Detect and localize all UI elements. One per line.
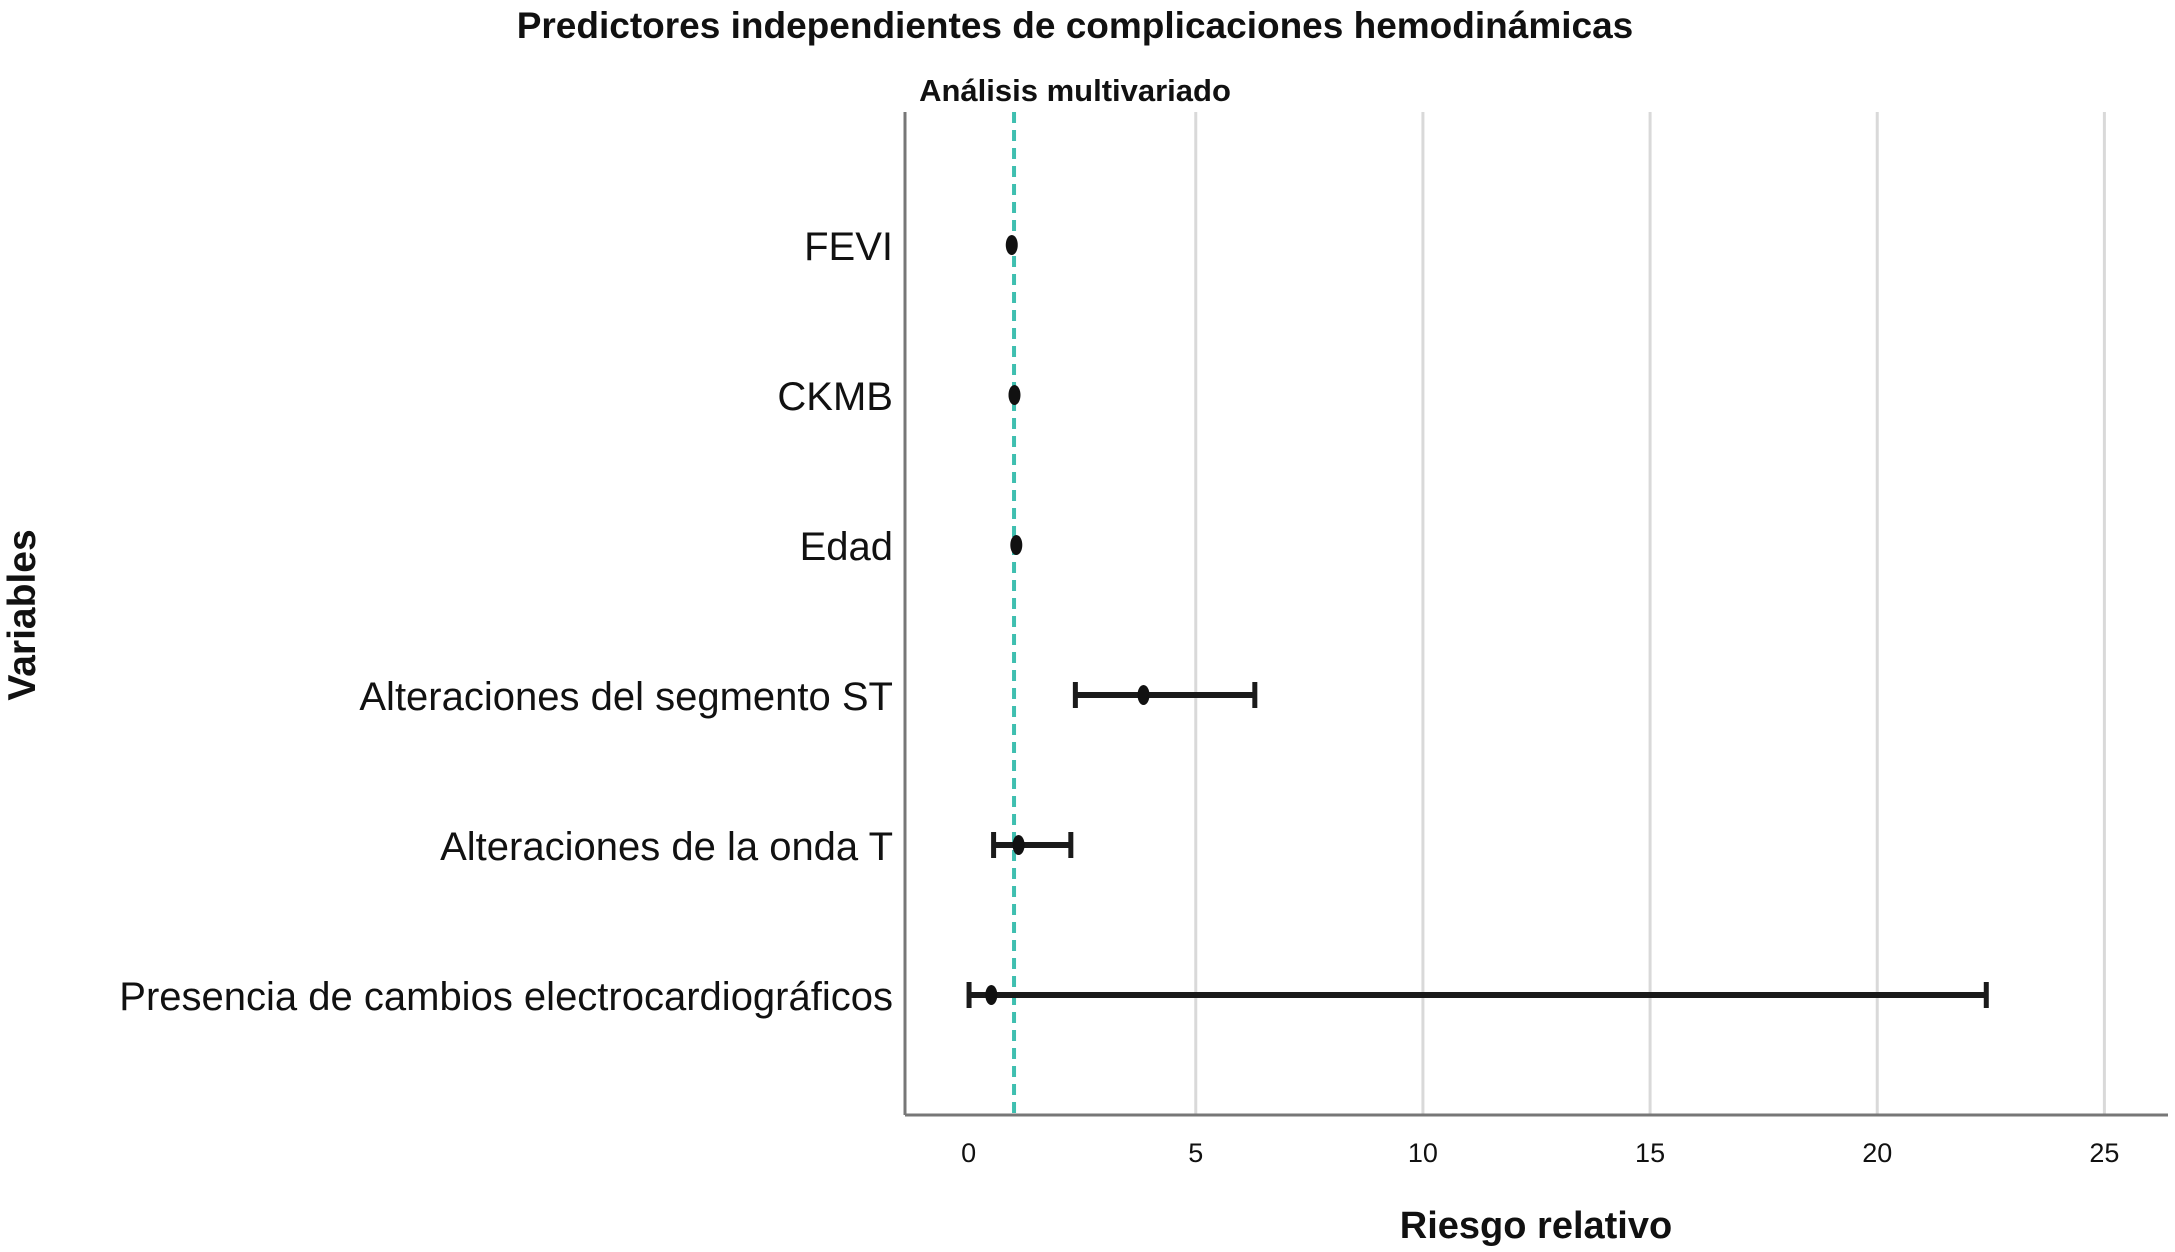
chart-title: Predictores independientes de complicaci… [517, 5, 1634, 46]
forest-marks [966, 235, 1989, 1008]
x-tick-label: 10 [1408, 1138, 1438, 1168]
x-tick-label: 0 [961, 1138, 976, 1168]
x-tick-label: 5 [1188, 1138, 1203, 1168]
chart-subtitle: Análisis multivariado [919, 73, 1231, 108]
x-tick-label: 25 [2089, 1138, 2119, 1168]
row-labels: FEVI CKMB Edad Alteraciones del segmento ST… [119, 225, 893, 1019]
grid-lines [1194, 112, 2106, 1115]
row-label: Edad [800, 525, 893, 569]
estimate-point [1005, 235, 1018, 255]
row-label: FEVI [804, 225, 893, 269]
row-label: Presencia de cambios electrocardiográfic… [119, 975, 893, 1019]
x-tick-label: 20 [1862, 1138, 1892, 1168]
estimate-point [1137, 685, 1150, 705]
estimate-point [1010, 535, 1023, 555]
y-axis-label: Variables [1, 529, 44, 700]
estimate-point [985, 985, 998, 1005]
x-tick-label: 15 [1635, 1138, 1665, 1168]
row-label: Alteraciones de la onda T [440, 825, 893, 869]
x-tick-labels: 0 5 10 15 20 25 [961, 1138, 2119, 1168]
row-label: CKMB [777, 375, 893, 419]
x-axis-label: Riesgo relativo [1400, 1205, 1672, 1247]
estimate-point [1008, 385, 1021, 405]
estimate-point [1012, 835, 1025, 855]
row-label: Alteraciones del segmento ST [359, 675, 893, 719]
axes [903, 112, 2168, 1117]
